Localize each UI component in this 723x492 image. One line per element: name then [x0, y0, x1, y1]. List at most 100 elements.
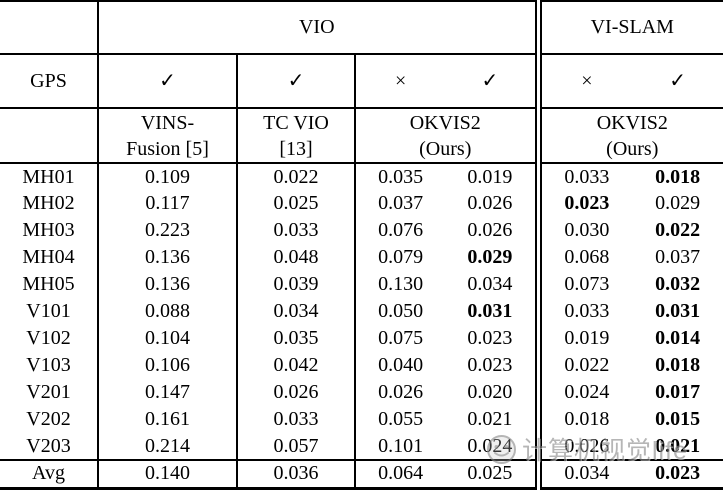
ate-value: 0.026 — [378, 381, 424, 403]
table-row: V103 0.106 0.042 0.040 0.023 0.022 0.018 — [0, 352, 723, 379]
ate-value: 0.057 — [273, 434, 319, 457]
value-cell: 0.040 0.023 — [355, 352, 542, 379]
ate-value: 0.055 — [378, 408, 424, 430]
value-cell: 0.109 — [98, 163, 238, 190]
value-cell: 0.130 0.034 — [355, 271, 542, 298]
ate-value: 0.033 — [273, 408, 319, 430]
value-cell: 0.022 0.018 — [538, 352, 723, 379]
gps-okvis-slam: × ✓ — [538, 54, 723, 109]
row-label: MH02 — [0, 190, 99, 217]
ate-value: 0.079 — [378, 246, 424, 268]
gps-check-vins: ✓ — [98, 54, 238, 109]
ate-value: 0.023 — [467, 327, 513, 349]
value-cell: 0.026 0.021 — [538, 433, 723, 460]
section-header-row: VIO VI-SLAM — [0, 0, 723, 55]
row-label: MH04 — [0, 244, 99, 271]
value-cell: 0.035 0.019 — [355, 163, 542, 190]
ate-value: 0.023 — [564, 192, 610, 214]
value-cell: 0.036 — [237, 459, 356, 490]
ate-value: 0.034 — [273, 300, 319, 322]
value-cell: 0.018 0.015 — [538, 406, 723, 433]
method-name-line: TC VIO — [263, 111, 329, 134]
ate-value: 0.048 — [273, 246, 319, 268]
value-cell: 0.064 0.025 — [355, 459, 542, 490]
value-cell: 0.026 — [237, 379, 356, 406]
row-label: MH01 — [0, 163, 99, 190]
value-cell: 0.033 — [237, 406, 356, 433]
method-okvis2-slam: OKVIS2 (Ours) — [538, 108, 723, 164]
table-row: MH02 0.117 0.025 0.037 0.026 0.023 0.029 — [0, 190, 723, 217]
value-cell: 0.214 — [98, 433, 238, 460]
row-label: Avg — [0, 459, 99, 490]
ate-value: 0.019 — [467, 165, 513, 188]
table-row: MH05 0.136 0.039 0.130 0.034 0.073 0.032 — [0, 271, 723, 298]
method-okvis2-vio: OKVIS2 (Ours) — [355, 108, 542, 164]
ate-value: 0.022 — [655, 219, 701, 241]
vislam-section-header: VI-SLAM — [538, 0, 723, 55]
ate-value: 0.034 — [564, 462, 610, 485]
row-label: V203 — [0, 433, 99, 460]
value-cell: 0.022 — [237, 163, 356, 190]
ate-value: 0.035 — [273, 327, 319, 349]
gps-okvis-vio: × ✓ — [355, 54, 542, 109]
value-cell: 0.104 — [98, 325, 238, 352]
value-cell: 0.039 — [237, 271, 356, 298]
value-cell: 0.076 0.026 — [355, 217, 542, 244]
value-cell: 0.088 — [98, 298, 238, 325]
value-cell: 0.033 0.031 — [538, 298, 723, 325]
ate-value: 0.018 — [564, 408, 610, 430]
ate-value: 0.073 — [564, 273, 610, 295]
ate-value: 0.068 — [564, 246, 610, 268]
row-label: V102 — [0, 325, 99, 352]
value-cell: 0.019 0.014 — [538, 325, 723, 352]
ate-value: 0.104 — [145, 327, 190, 349]
value-cell: 0.037 0.026 — [355, 190, 542, 217]
ate-value: 0.147 — [145, 381, 190, 403]
value-cell: 0.034 0.023 — [538, 459, 723, 490]
ate-value: 0.136 — [145, 246, 190, 268]
ate-value: 0.025 — [273, 192, 319, 214]
ate-value: 0.030 — [564, 219, 610, 241]
ate-value: 0.032 — [655, 273, 701, 295]
method-name-line: Fusion [5] — [126, 137, 209, 160]
value-cell: 0.033 0.018 — [538, 163, 723, 190]
value-cell: 0.055 0.021 — [355, 406, 542, 433]
table-row: V202 0.161 0.033 0.055 0.021 0.018 0.015 — [0, 406, 723, 433]
ate-value: 0.036 — [273, 462, 319, 485]
value-cell: 0.034 — [237, 298, 356, 325]
value-cell: 0.024 0.017 — [538, 379, 723, 406]
ate-value: 0.029 — [467, 246, 513, 268]
check-icon: ✓ — [159, 69, 176, 92]
ate-value: 0.033 — [564, 300, 610, 322]
ate-value: 0.018 — [655, 354, 701, 376]
row-label: MH03 — [0, 217, 99, 244]
value-cell: 0.075 0.023 — [355, 325, 542, 352]
value-cell: 0.035 — [237, 325, 356, 352]
ate-value: 0.025 — [467, 462, 513, 485]
cross-icon: × — [581, 69, 593, 92]
ate-value: 0.088 — [145, 300, 190, 322]
table-row: MH03 0.223 0.033 0.076 0.026 0.030 0.022 — [0, 217, 723, 244]
ate-value: 0.035 — [378, 165, 424, 188]
value-cell: 0.223 — [98, 217, 238, 244]
cross-icon: × — [394, 69, 407, 92]
ate-value: 0.029 — [655, 192, 701, 214]
ate-value: 0.033 — [564, 165, 610, 188]
value-cell: 0.140 — [98, 459, 238, 490]
table-row: Avg 0.140 0.036 0.064 0.025 0.034 0.023 — [0, 459, 723, 490]
ate-value: 0.021 — [467, 408, 513, 430]
ate-value: 0.040 — [378, 354, 424, 376]
ate-value: 0.033 — [273, 219, 319, 241]
ate-value: 0.050 — [378, 300, 424, 322]
table-row: V102 0.104 0.035 0.075 0.023 0.019 0.014 — [0, 325, 723, 352]
ate-value: 0.021 — [655, 434, 701, 457]
ate-value: 0.109 — [145, 165, 190, 188]
ate-value: 0.075 — [378, 327, 424, 349]
value-cell: 0.033 — [237, 217, 356, 244]
row-label: V202 — [0, 406, 99, 433]
ate-value: 0.018 — [655, 165, 701, 188]
method-name-line: OKVIS2 — [409, 111, 481, 134]
ate-value: 0.031 — [655, 300, 701, 322]
value-cell: 0.042 — [237, 352, 356, 379]
